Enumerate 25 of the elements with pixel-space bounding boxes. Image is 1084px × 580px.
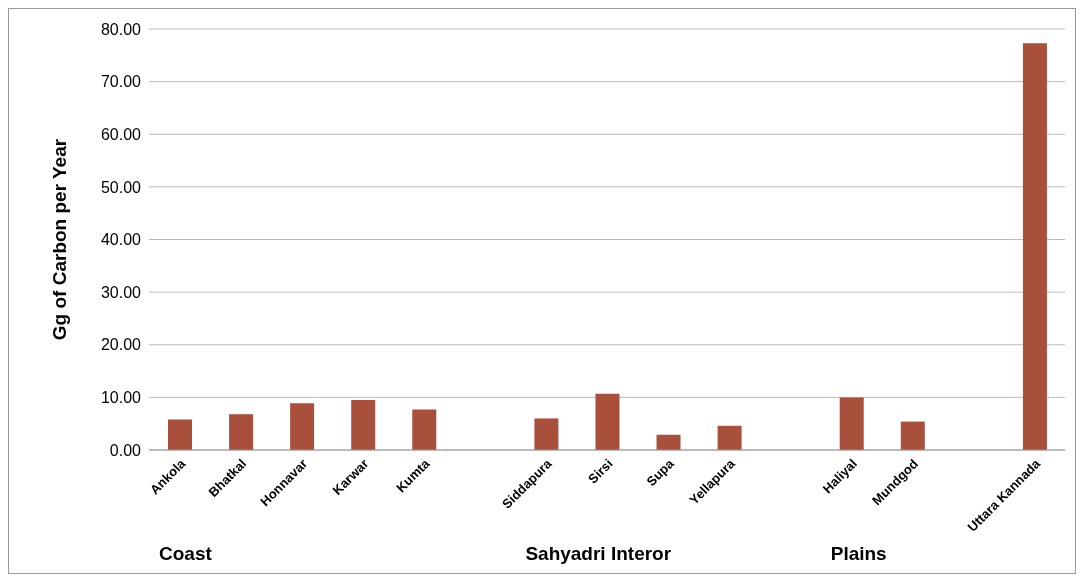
bar bbox=[717, 425, 742, 450]
y-tick-label: 50.00 bbox=[100, 178, 142, 196]
y-tick-label: 0.00 bbox=[109, 441, 142, 459]
y-axis-title: Gg of Carbon per Year bbox=[48, 138, 70, 341]
y-tick-label: 40.00 bbox=[100, 231, 142, 249]
y-tick-label: 80.00 bbox=[100, 20, 142, 38]
text: Sahyadri Interor bbox=[525, 543, 672, 565]
text: Plains bbox=[830, 543, 887, 565]
bar bbox=[534, 418, 559, 450]
bar bbox=[412, 409, 437, 450]
y-tick-label: 60.00 bbox=[100, 125, 142, 143]
bar bbox=[290, 403, 315, 450]
bar bbox=[900, 421, 925, 450]
y-tick-label: 30.00 bbox=[100, 283, 142, 301]
y-tick-label: 10.00 bbox=[100, 389, 142, 407]
bar bbox=[839, 397, 864, 450]
bar bbox=[168, 419, 192, 450]
y-tick-label: 20.00 bbox=[100, 336, 142, 354]
bar bbox=[595, 393, 620, 450]
bar bbox=[351, 400, 376, 450]
y-tick-label: 70.00 bbox=[100, 73, 142, 91]
bar bbox=[656, 434, 681, 450]
text: Coast bbox=[159, 543, 212, 565]
bar bbox=[229, 414, 254, 450]
bar bbox=[1022, 43, 1047, 450]
